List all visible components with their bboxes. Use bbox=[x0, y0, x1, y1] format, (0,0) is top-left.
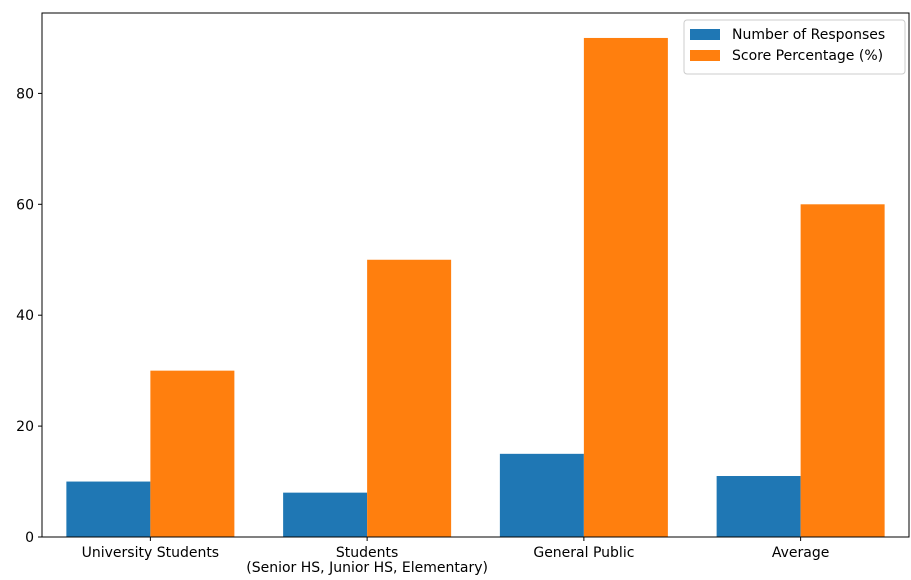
legend-box bbox=[683, 19, 906, 75]
y-tick-label-3: 60 bbox=[16, 197, 34, 213]
y-tick-label-1: 20 bbox=[16, 419, 34, 435]
bar-responses-1 bbox=[283, 492, 368, 537]
bar-responses-3 bbox=[716, 476, 801, 537]
legend: Number of Responses Score Percentage (%) bbox=[683, 19, 906, 75]
legend-label-0: Number of Responses bbox=[732, 27, 885, 43]
ticks-layer: 0 20 40 60 80 University Students Students(Sen… bbox=[16, 86, 829, 576]
bar-score-2 bbox=[583, 37, 668, 537]
legend-swatch-1 bbox=[690, 50, 720, 61]
bar-score-3 bbox=[800, 204, 885, 538]
x-tick-label-0: University Students bbox=[82, 545, 219, 561]
legend-swatch-0 bbox=[690, 29, 720, 40]
x-tick-label-2: General Public bbox=[533, 545, 634, 561]
bar-score-0 bbox=[150, 370, 235, 537]
y-tick-label-4: 80 bbox=[16, 86, 34, 102]
bar-score-1 bbox=[367, 259, 452, 537]
bar-responses-2 bbox=[499, 453, 584, 537]
x-tick-label-3: Average bbox=[772, 545, 830, 561]
axes-layer bbox=[41, 12, 910, 538]
y-tick-label-0: 0 bbox=[25, 530, 34, 546]
legend-label-1: Score Percentage (%) bbox=[732, 48, 883, 64]
bar-responses-0 bbox=[66, 481, 151, 537]
axes-frame bbox=[41, 12, 910, 538]
x-tick-label-1-line-1: (Senior HS, Junior HS, Elementary) bbox=[246, 560, 488, 576]
x-tick-label-1: Students bbox=[336, 545, 398, 561]
bars-layer bbox=[66, 37, 885, 538]
y-tick-label-2: 40 bbox=[16, 308, 34, 324]
